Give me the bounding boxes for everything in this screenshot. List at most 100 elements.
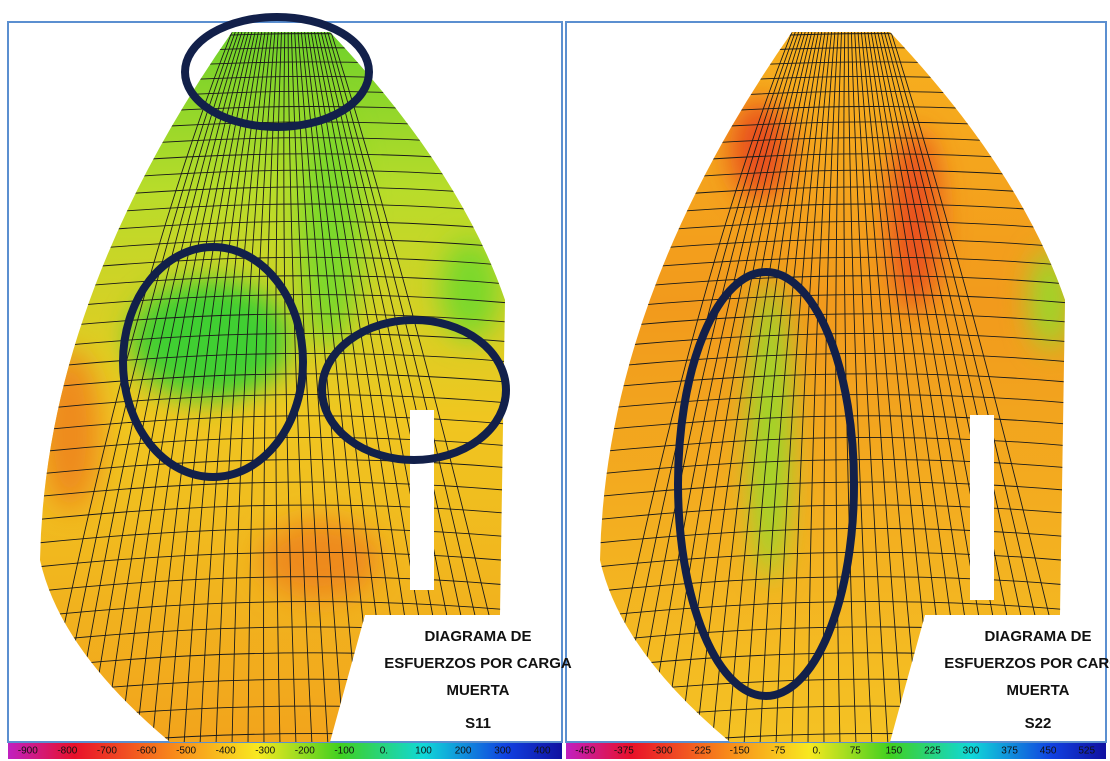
mesh-line bbox=[103, 32, 246, 742]
mesh-line bbox=[847, 32, 873, 742]
highlight-ellipse bbox=[119, 243, 307, 481]
mesh-line bbox=[600, 352, 1065, 371]
mesh-line bbox=[119, 32, 249, 742]
color-bar-label: 400 bbox=[534, 746, 551, 757]
color-bar-label: -500 bbox=[176, 746, 196, 757]
mesh-line bbox=[823, 32, 839, 742]
mesh-line bbox=[151, 32, 256, 742]
mesh-line bbox=[300, 32, 377, 742]
mesh-line bbox=[167, 32, 259, 742]
labels: DIAGRAMA DE ESFUERZOS POR CARGA MUERTA S11 -… bbox=[8, 628, 1110, 759]
mesh-line bbox=[759, 32, 826, 742]
color-bar-label: -100 bbox=[334, 746, 354, 757]
color-bar-label: 200 bbox=[455, 746, 472, 757]
color-bar-label: -700 bbox=[97, 746, 117, 757]
color-bar-label: -600 bbox=[136, 746, 156, 757]
color-bar-label: -150 bbox=[730, 746, 750, 757]
caption: DIAGRAMA DE bbox=[985, 628, 1092, 645]
mesh-line bbox=[600, 394, 1065, 412]
mesh-line bbox=[600, 313, 1065, 331]
mesh-line bbox=[283, 32, 297, 742]
mesh-line bbox=[775, 32, 829, 742]
mesh-line bbox=[215, 32, 269, 742]
color-bar-label: -300 bbox=[255, 746, 275, 757]
mesh-line bbox=[263, 32, 279, 742]
mesh-line bbox=[600, 576, 1065, 594]
mesh-line bbox=[857, 32, 921, 742]
color-bar-label: 300 bbox=[963, 746, 980, 757]
caption: ESFUERZOS POR CARGA bbox=[944, 655, 1110, 672]
mesh-line bbox=[40, 481, 505, 499]
color-bar-label: -300 bbox=[652, 746, 672, 757]
color-bar-label: 450 bbox=[1040, 746, 1057, 757]
component-label: S22 bbox=[1025, 715, 1052, 732]
color-bar-label: 525 bbox=[1078, 746, 1095, 757]
mesh-line bbox=[183, 32, 263, 742]
mesh-line bbox=[287, 32, 313, 742]
door-opening bbox=[410, 410, 434, 590]
color-bar-label: -400 bbox=[216, 746, 236, 757]
color-bar bbox=[8, 743, 562, 759]
mesh-line bbox=[40, 394, 505, 412]
color-bar-label: 225 bbox=[924, 746, 941, 757]
mesh-line bbox=[275, 32, 282, 742]
color-bar bbox=[566, 743, 1106, 759]
mesh-line bbox=[663, 32, 806, 742]
mesh-line bbox=[843, 32, 857, 742]
mesh-line bbox=[40, 32, 233, 742]
mesh-line bbox=[247, 32, 276, 742]
mesh-line bbox=[600, 373, 1065, 391]
mesh-line bbox=[631, 32, 800, 742]
color-bar-label: 75 bbox=[850, 746, 862, 757]
color-bar-label: -900 bbox=[18, 746, 38, 757]
mesh-line bbox=[40, 576, 505, 594]
mesh-line bbox=[40, 275, 505, 293]
color-bar-label: -225 bbox=[691, 746, 711, 757]
mesh-line bbox=[600, 332, 1065, 351]
highlight-ellipse bbox=[318, 316, 510, 464]
caption: MUERTA bbox=[1006, 682, 1069, 699]
mesh-line bbox=[600, 294, 1065, 312]
caption: ESFUERZOS POR CARGA bbox=[384, 655, 572, 672]
color-bar-label: -75 bbox=[771, 746, 786, 757]
color-bar-label: 300 bbox=[494, 746, 511, 757]
color-bar-label: 375 bbox=[1001, 746, 1018, 757]
mesh-line bbox=[40, 373, 505, 391]
mesh-line bbox=[40, 352, 505, 371]
color-bar-label: -200 bbox=[295, 746, 315, 757]
caption: MUERTA bbox=[446, 682, 509, 699]
mesh-line bbox=[860, 32, 937, 742]
highlight-ellipse bbox=[181, 13, 373, 131]
color-bar-label: 100 bbox=[415, 746, 432, 757]
mesh-line bbox=[600, 275, 1065, 293]
mesh-line bbox=[600, 481, 1065, 499]
mesh-line bbox=[647, 32, 803, 742]
mesh-line bbox=[199, 32, 266, 742]
mesh-line bbox=[600, 32, 793, 742]
component-label: S11 bbox=[465, 715, 491, 732]
highlight-ellipse bbox=[674, 268, 858, 700]
color-bar-label: -375 bbox=[614, 746, 634, 757]
color-bar-label: 150 bbox=[886, 746, 903, 757]
mesh-line bbox=[727, 32, 819, 742]
mesh-line bbox=[695, 32, 813, 742]
mesh-line bbox=[791, 32, 833, 742]
mesh-line bbox=[743, 32, 823, 742]
mesh-line bbox=[40, 459, 505, 477]
door-opening bbox=[970, 415, 994, 600]
color-bar-label: -800 bbox=[57, 746, 77, 757]
color-bar-label: -450 bbox=[575, 746, 595, 757]
color-bar-label: 0. bbox=[380, 746, 388, 757]
mesh-line bbox=[854, 32, 905, 742]
caption: DIAGRAMA DE bbox=[425, 628, 532, 645]
mesh-line bbox=[711, 32, 816, 742]
mesh-line bbox=[850, 32, 889, 742]
mesh-line bbox=[40, 313, 505, 331]
mesh-line bbox=[807, 32, 836, 742]
mesh-line bbox=[231, 32, 273, 742]
mesh-line bbox=[135, 32, 253, 742]
mesh-line bbox=[40, 504, 505, 522]
color-bar-label: 0. bbox=[813, 746, 821, 757]
mesh-line bbox=[294, 32, 345, 742]
